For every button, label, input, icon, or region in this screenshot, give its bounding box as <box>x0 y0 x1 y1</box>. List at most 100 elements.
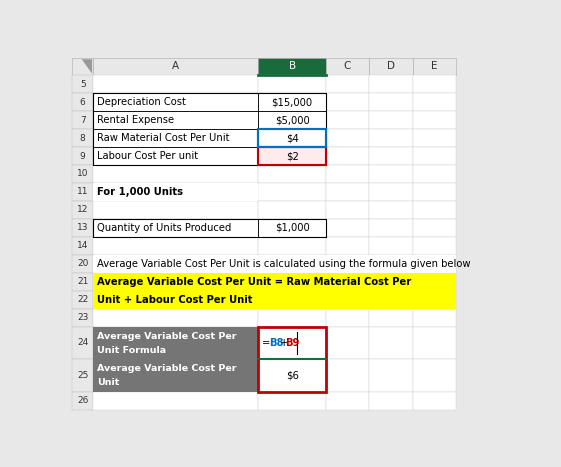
Text: 12: 12 <box>77 205 89 214</box>
Bar <box>413 309 456 327</box>
Bar <box>369 165 413 183</box>
Bar <box>72 309 93 327</box>
Bar <box>259 327 326 359</box>
Text: Unit + Labour Cost Per Unit: Unit + Labour Cost Per Unit <box>96 295 252 305</box>
Bar <box>72 273 93 291</box>
Bar <box>369 391 413 410</box>
Bar <box>72 359 93 391</box>
Bar <box>413 219 456 237</box>
Bar <box>93 129 259 147</box>
Bar <box>93 255 259 273</box>
Text: 24: 24 <box>77 339 89 347</box>
Text: Average Variable Cost Per Unit = Raw Material Cost Per: Average Variable Cost Per Unit = Raw Mat… <box>96 277 411 287</box>
Bar <box>93 327 259 359</box>
Bar <box>93 129 259 147</box>
Bar <box>93 201 259 219</box>
Bar <box>259 327 326 359</box>
Bar <box>326 129 369 147</box>
Text: Average Variable Cost Per Unit is calculated using the formula given below: Average Variable Cost Per Unit is calcul… <box>96 259 470 269</box>
Bar <box>259 111 326 129</box>
Bar <box>369 183 413 201</box>
Bar <box>93 75 259 93</box>
Bar <box>326 291 369 309</box>
Text: $4: $4 <box>286 133 298 143</box>
Bar <box>369 93 413 111</box>
Bar <box>326 147 369 165</box>
Bar <box>259 201 326 219</box>
Text: B: B <box>288 62 296 71</box>
Bar <box>326 75 369 93</box>
Bar <box>413 237 456 255</box>
Bar <box>72 391 93 410</box>
Bar <box>93 309 259 327</box>
Bar <box>259 93 326 111</box>
Text: 26: 26 <box>77 396 89 405</box>
Bar <box>72 58 93 75</box>
Text: $5,000: $5,000 <box>275 115 310 125</box>
Text: 13: 13 <box>77 223 89 233</box>
Bar <box>259 147 326 165</box>
Text: Unit Formula: Unit Formula <box>96 346 165 354</box>
Bar <box>369 147 413 165</box>
Bar <box>369 75 413 93</box>
Text: Average Variable Cost Per: Average Variable Cost Per <box>96 364 236 374</box>
Bar <box>259 327 326 391</box>
Bar <box>93 147 259 165</box>
Bar <box>413 93 456 111</box>
Bar <box>259 93 326 111</box>
Bar <box>72 255 93 273</box>
Text: B8: B8 <box>269 338 283 348</box>
Bar <box>369 111 413 129</box>
Bar <box>93 291 259 309</box>
Bar <box>413 255 456 273</box>
Bar <box>259 237 326 255</box>
Text: 7: 7 <box>80 115 86 125</box>
Bar <box>72 183 93 201</box>
Text: Quantity of Units Produced: Quantity of Units Produced <box>96 223 231 233</box>
Bar <box>259 273 326 291</box>
Bar <box>259 129 326 147</box>
Bar <box>259 359 326 391</box>
Bar <box>369 58 413 75</box>
Bar <box>93 291 456 309</box>
Bar <box>413 391 456 410</box>
Bar <box>93 219 259 237</box>
Bar <box>259 219 326 237</box>
Bar <box>326 219 369 237</box>
Bar <box>369 237 413 255</box>
Bar <box>259 129 326 147</box>
Text: 5: 5 <box>80 79 86 89</box>
Bar <box>93 93 259 111</box>
Bar <box>326 201 369 219</box>
Bar <box>93 129 259 147</box>
Bar <box>72 147 93 165</box>
Bar <box>72 111 93 129</box>
Bar <box>369 273 413 291</box>
Bar <box>259 219 326 237</box>
Bar <box>413 75 456 93</box>
Bar <box>259 391 326 410</box>
Bar <box>259 147 326 165</box>
Bar <box>93 183 259 201</box>
Bar <box>413 183 456 201</box>
Bar <box>259 219 326 237</box>
Bar <box>413 359 456 391</box>
Bar <box>259 58 326 75</box>
Text: 25: 25 <box>77 371 89 380</box>
Bar <box>93 359 259 391</box>
Bar <box>93 273 456 291</box>
Bar <box>259 93 326 111</box>
Bar <box>72 237 93 255</box>
Bar <box>369 219 413 237</box>
Bar <box>259 183 326 201</box>
Bar <box>259 255 326 273</box>
Bar <box>93 255 456 273</box>
Bar <box>93 219 259 237</box>
Text: For 1,000 Units: For 1,000 Units <box>96 187 183 197</box>
Bar <box>369 359 413 391</box>
Bar <box>413 58 456 75</box>
Bar <box>413 129 456 147</box>
Text: A: A <box>172 62 180 71</box>
Bar <box>72 93 93 111</box>
Bar <box>93 93 259 111</box>
